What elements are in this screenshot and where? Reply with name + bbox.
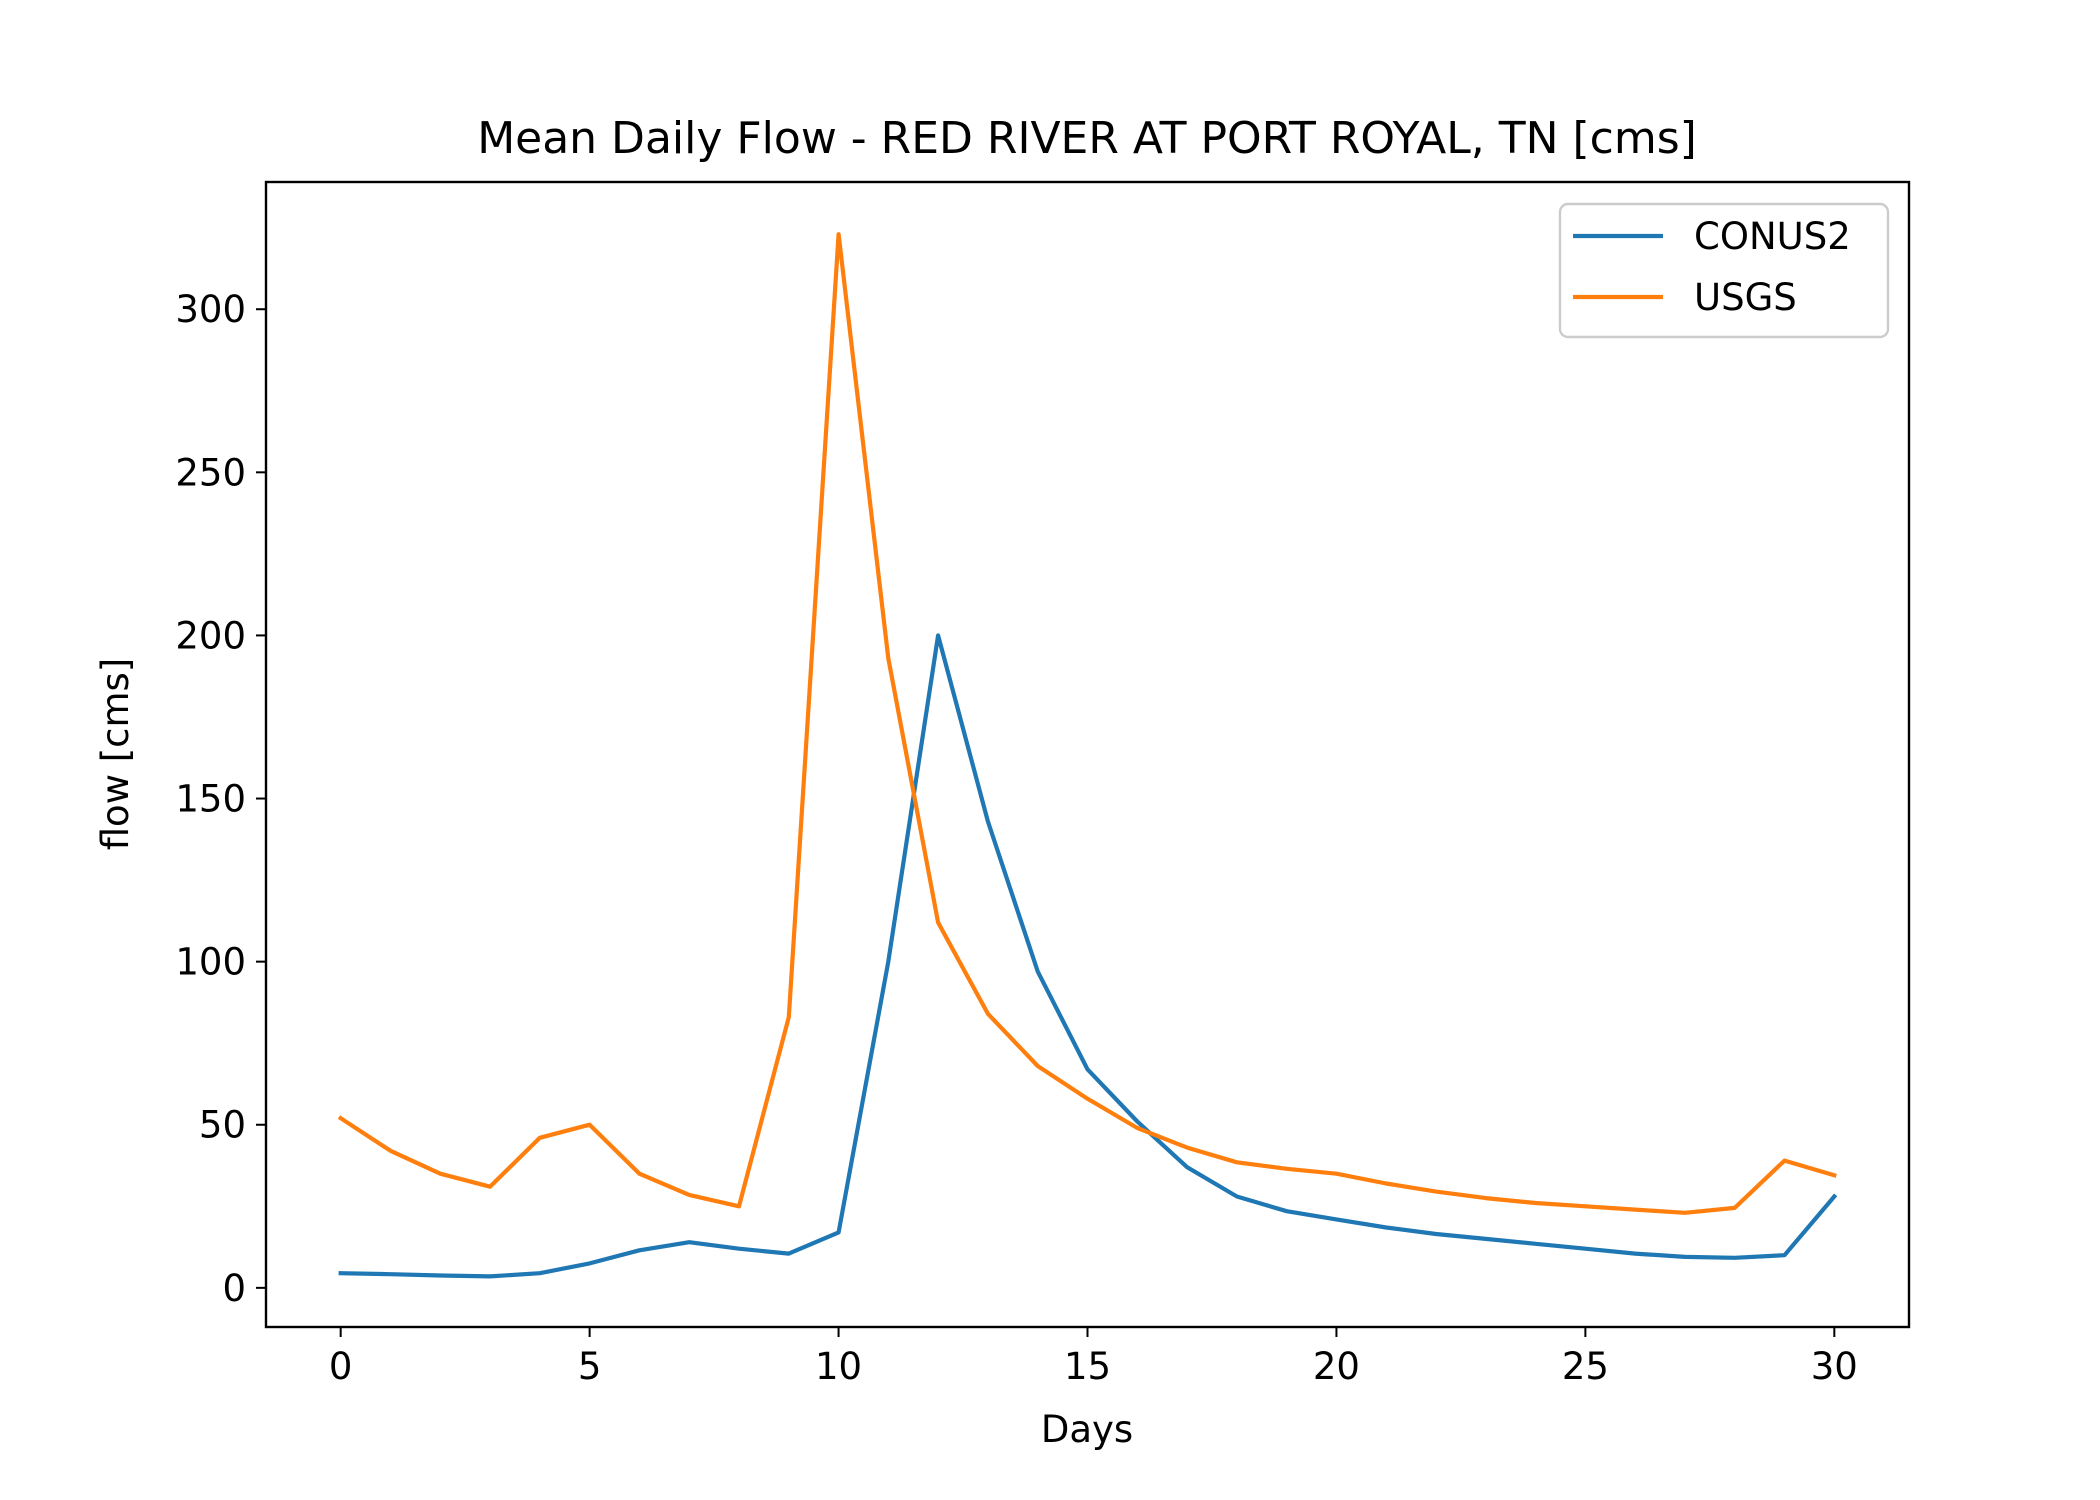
x-tick-label: 0 (329, 1345, 353, 1388)
x-tick-label: 25 (1562, 1345, 1609, 1388)
y-tick-label: 100 (175, 941, 246, 984)
y-tick-label: 200 (175, 614, 246, 657)
series-line-usgs (337, 232, 1837, 1215)
legend: CONUS2 USGS (1558, 202, 1890, 339)
x-tick-label: 15 (1064, 1345, 1111, 1388)
y-tick-label: 250 (175, 451, 246, 494)
legend-label-conus2: CONUS2 (1694, 215, 1851, 258)
y-axis-ticks: 0 50 100 150 200 250 300 (175, 288, 266, 1310)
plot-frame (264, 180, 1911, 1329)
y-tick-label: 0 (222, 1267, 246, 1310)
series-lines (337, 232, 1838, 1279)
x-tick-label: 20 (1313, 1345, 1360, 1388)
x-axis-label: Days (1041, 1408, 1133, 1451)
series-line-conus2 (338, 633, 1838, 1279)
y-tick-label: 150 (175, 778, 246, 821)
x-tick-label: 5 (578, 1345, 602, 1388)
x-tick-label: 30 (1811, 1345, 1858, 1388)
legend-label-usgs: USGS (1694, 276, 1797, 319)
x-axis-ticks: 0 5 10 15 20 25 30 (329, 1327, 1858, 1388)
y-tick-label: 300 (175, 288, 246, 331)
chart-title: Mean Daily Flow - RED RIVER AT PORT ROYA… (477, 113, 1697, 164)
x-tick-label: 10 (815, 1345, 862, 1388)
y-tick-label: 50 (199, 1104, 246, 1147)
y-axis-label: flow [cms] (94, 658, 137, 851)
